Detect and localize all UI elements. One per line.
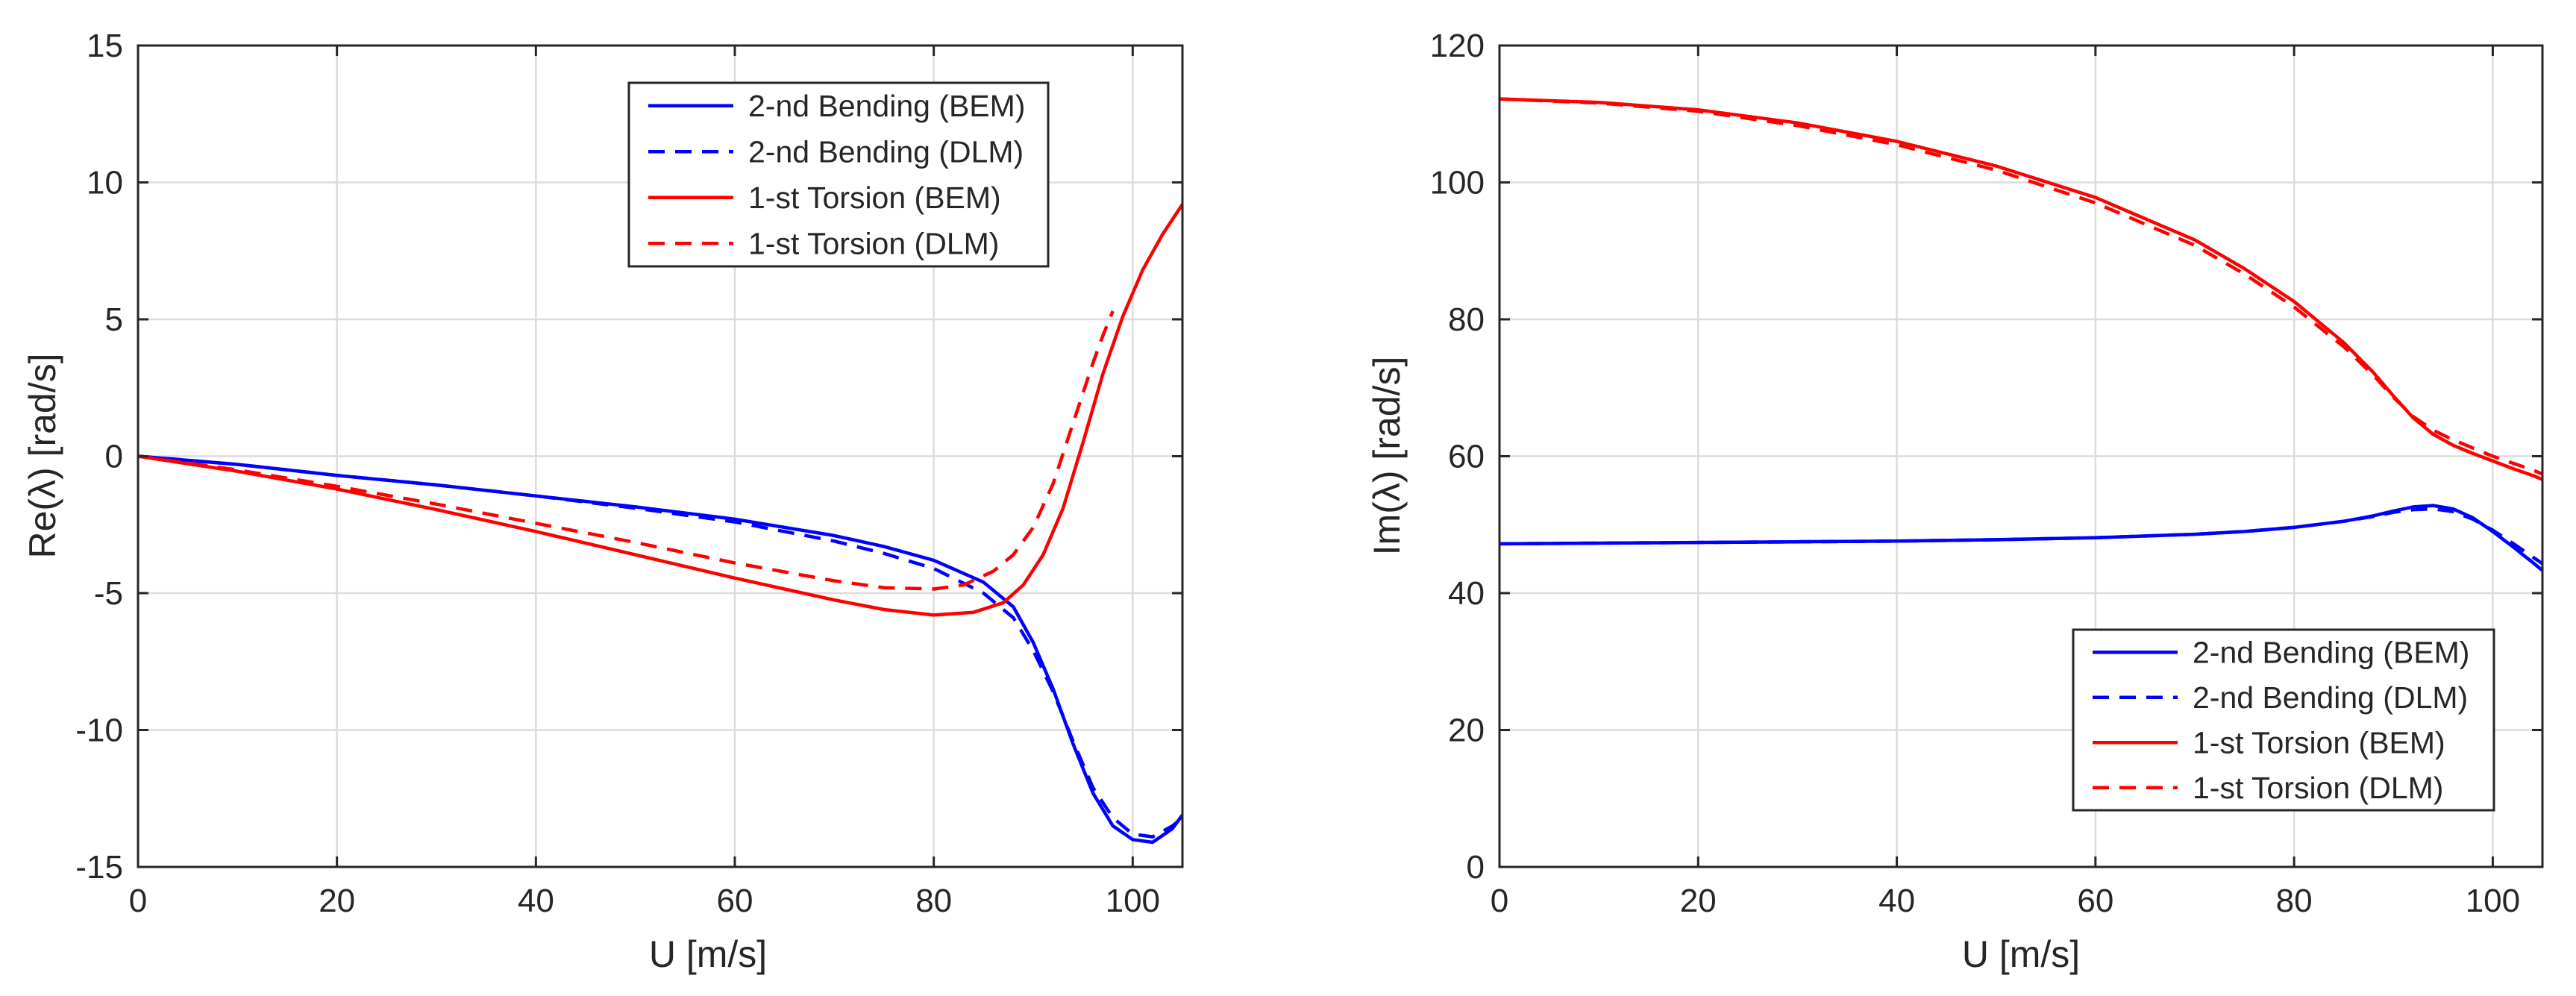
real-xtick-label-5: 100 xyxy=(1106,883,1160,919)
imag-ytick-label-1: 100 xyxy=(1430,165,1485,201)
real-series-group xyxy=(138,203,1182,845)
real-legend-label-0: 2-nd Bending (BEM) xyxy=(748,89,1025,123)
real-xtick-label-0: 0 xyxy=(129,883,147,919)
imag-legend-label-1: 2-nd Bending (DLM) xyxy=(2193,680,2468,715)
imag-xtick-label-3: 60 xyxy=(2077,883,2113,919)
imag-ytick-label-5: 20 xyxy=(1448,712,1485,749)
imag-xtick-label-2: 40 xyxy=(1878,883,1915,919)
imag-legend-label-2: 1-st Torsion (BEM) xyxy=(2193,725,2445,759)
real-xtick-label-2: 40 xyxy=(518,883,554,919)
imag-series-line-3 xyxy=(1499,97,2542,476)
imag-legend-box xyxy=(2072,628,2495,812)
imag-legend: 2-nd Bending (BEM) 2-nd Bending (DLM) 1-st… xyxy=(2072,628,2495,812)
chart-real-ylabel: Re(λ) [rad/s] xyxy=(22,353,63,558)
chart-imag-xlabel: U [m/s] xyxy=(1962,933,2080,975)
imag-series-group xyxy=(1499,97,2542,572)
real-ytick-label-3: 0 xyxy=(105,439,123,475)
imag-xtick-label-0: 0 xyxy=(1491,883,1508,919)
imag-ytick-label-2: 80 xyxy=(1448,301,1485,338)
real-legend-label-1: 2-nd Bending (DLM) xyxy=(748,134,1024,169)
imag-ytick-label-6: 0 xyxy=(1467,849,1485,886)
real-ticks: 0 20 40 60 80 100 15 10 5 0 -5 -10 -15 xyxy=(75,28,1182,919)
imag-legend-label-3: 1-st Torsion (DLM) xyxy=(2193,771,2443,805)
real-series-line-3 xyxy=(138,310,1115,591)
chart-imag-part: U [m/s] Im(λ) [rad/s] 0 20 40 60 80 100 120 100… xyxy=(1366,28,2544,975)
real-xtick-label-3: 60 xyxy=(717,883,753,919)
chart-real-part: U [m/s] Re(λ) [rad/s] 0 20 40 60 80 100151050… xyxy=(22,28,1184,975)
real-legend-box xyxy=(627,81,1050,268)
real-legend-label-3: 1-st Torsion (DLM) xyxy=(748,226,999,260)
real-legend-label-2: 1-st Torsion (BEM) xyxy=(748,181,1001,215)
real-ytick-label-4: -5 xyxy=(94,575,123,612)
real-ytick-label-1: 10 xyxy=(87,165,123,201)
real-series-line-1 xyxy=(138,454,1182,839)
chart-imag-ylabel: Im(λ) [rad/s] xyxy=(1366,357,1408,556)
imag-series-line-1 xyxy=(1499,507,2542,566)
imag-ytick-label-0: 120 xyxy=(1430,28,1485,64)
imag-series-line-2 xyxy=(1499,97,2542,481)
imag-xtick-label-4: 80 xyxy=(2276,883,2313,919)
imag-ytick-label-3: 60 xyxy=(1448,439,1485,475)
imag-ytick-label-4: 40 xyxy=(1448,575,1485,612)
real-series-line-2 xyxy=(138,203,1182,617)
real-ytick-label-6: -15 xyxy=(75,849,123,886)
real-ytick-label-5: -10 xyxy=(75,712,123,749)
chart-real-xlabel: U [m/s] xyxy=(649,933,767,975)
real-ytick-label-0: 15 xyxy=(87,28,123,64)
imag-xtick-label-5: 100 xyxy=(2466,883,2520,919)
real-xtick-label-4: 80 xyxy=(915,883,952,919)
real-xtick-label-1: 20 xyxy=(319,883,355,919)
real-legend: 2-nd Bending (BEM) 2-nd Bending (DLM) 1-st… xyxy=(627,81,1050,268)
imag-ticks: 0 20 40 60 80 100 120 100 80 60 40 20 0 xyxy=(1430,28,2542,919)
real-ytick-label-2: 5 xyxy=(105,301,123,338)
imag-legend-label-0: 2-nd Bending (BEM) xyxy=(2193,635,2469,669)
imag-xtick-label-1: 20 xyxy=(1680,883,1717,919)
